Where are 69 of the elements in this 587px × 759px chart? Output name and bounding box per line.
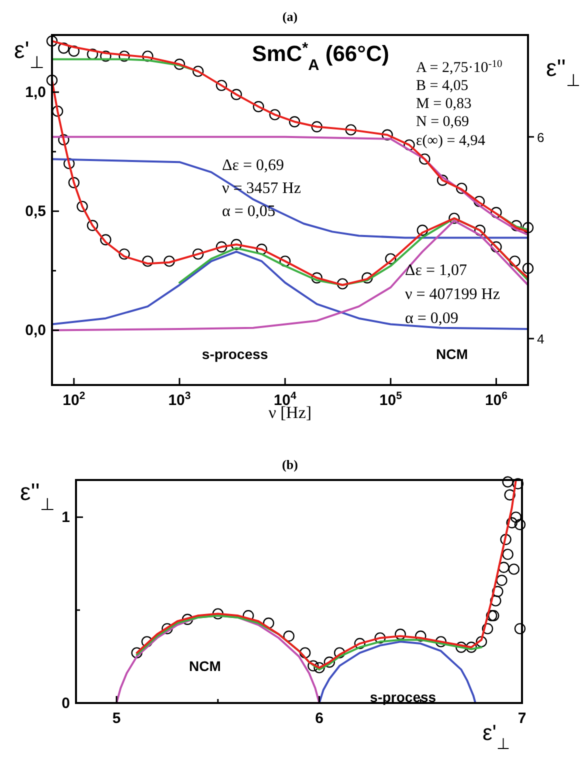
point [498, 562, 510, 573]
point [334, 647, 346, 658]
x-tick-label: 10$^{2}$ [62, 390, 86, 409]
point [508, 564, 520, 575]
annotation: Δε = 1,07 [405, 262, 468, 279]
y-tick-label: 1 [62, 509, 70, 526]
y-tick-label: 0 [62, 695, 70, 712]
annotation: NCM [436, 346, 468, 362]
x-axis-title: ε'$_{⊥}$ [482, 720, 510, 752]
point [456, 642, 467, 653]
point [486, 610, 498, 622]
annotation: s-process [370, 689, 436, 705]
annotation: α = 0,05 [222, 203, 276, 220]
annotation: SmC$^{*}$$_{A}$ (66°C) [252, 40, 390, 74]
y-tick-label: 0,5 [25, 203, 46, 220]
point [506, 517, 518, 528]
y-tick-label: 0,0 [25, 322, 46, 340]
point [212, 608, 224, 620]
point [482, 623, 494, 634]
x-tick-label: 10$^{6}$ [484, 390, 508, 409]
annotation: A = 2,75·10$^{-10}$ [416, 58, 502, 76]
chart-title: (a) [282, 9, 298, 24]
point [514, 623, 526, 634]
point [162, 623, 173, 634]
point [492, 586, 504, 598]
annotation: M = 0,83 [416, 96, 472, 112]
point [182, 614, 194, 625]
point [314, 662, 325, 674]
point [131, 647, 142, 658]
x-tick-label: 10$^{5}$ [379, 390, 402, 409]
annotation: ν = 407199 Hz [405, 286, 500, 303]
point [283, 630, 294, 642]
point [415, 630, 426, 642]
point [435, 636, 447, 648]
point [476, 636, 488, 648]
point [299, 647, 311, 658]
y2-tick-label: 4 [537, 332, 544, 347]
point [490, 595, 502, 606]
y-axis-title: ε'$_{⊥}$ [14, 37, 44, 72]
point [308, 660, 319, 672]
annotation: ε(∞) = 4,94 [416, 133, 486, 149]
y2-tick-label: 6 [537, 130, 544, 145]
point [500, 534, 512, 546]
x-tick-label: 10$^{3}$ [168, 390, 191, 409]
point [354, 638, 366, 650]
x-tick-label: 5 [112, 710, 121, 727]
x-tick-label: 6 [315, 710, 324, 727]
y-tick-label: 1,0 [25, 84, 46, 102]
y-axis-title: ε''$_{⊥}$ [20, 479, 55, 514]
point [504, 489, 516, 500]
annotation: s-process [202, 346, 268, 362]
annotation: NCM [189, 658, 221, 674]
point [502, 548, 514, 560]
point [488, 610, 500, 622]
point [394, 628, 406, 640]
annotation: B = 4,05 [416, 78, 468, 94]
point [466, 642, 477, 653]
annotation: N = 0,69 [416, 114, 470, 130]
point [324, 656, 336, 668]
x-tick-label: 7 [518, 710, 526, 727]
annotation: Δε = 0,69 [222, 157, 284, 174]
annotation: α = 0,09 [405, 310, 458, 327]
point [510, 512, 522, 523]
line-series [318, 640, 476, 704]
point [374, 632, 386, 644]
point [496, 574, 508, 586]
point [502, 476, 514, 488]
point [514, 519, 526, 530]
chart-title: (b) [282, 457, 298, 472]
